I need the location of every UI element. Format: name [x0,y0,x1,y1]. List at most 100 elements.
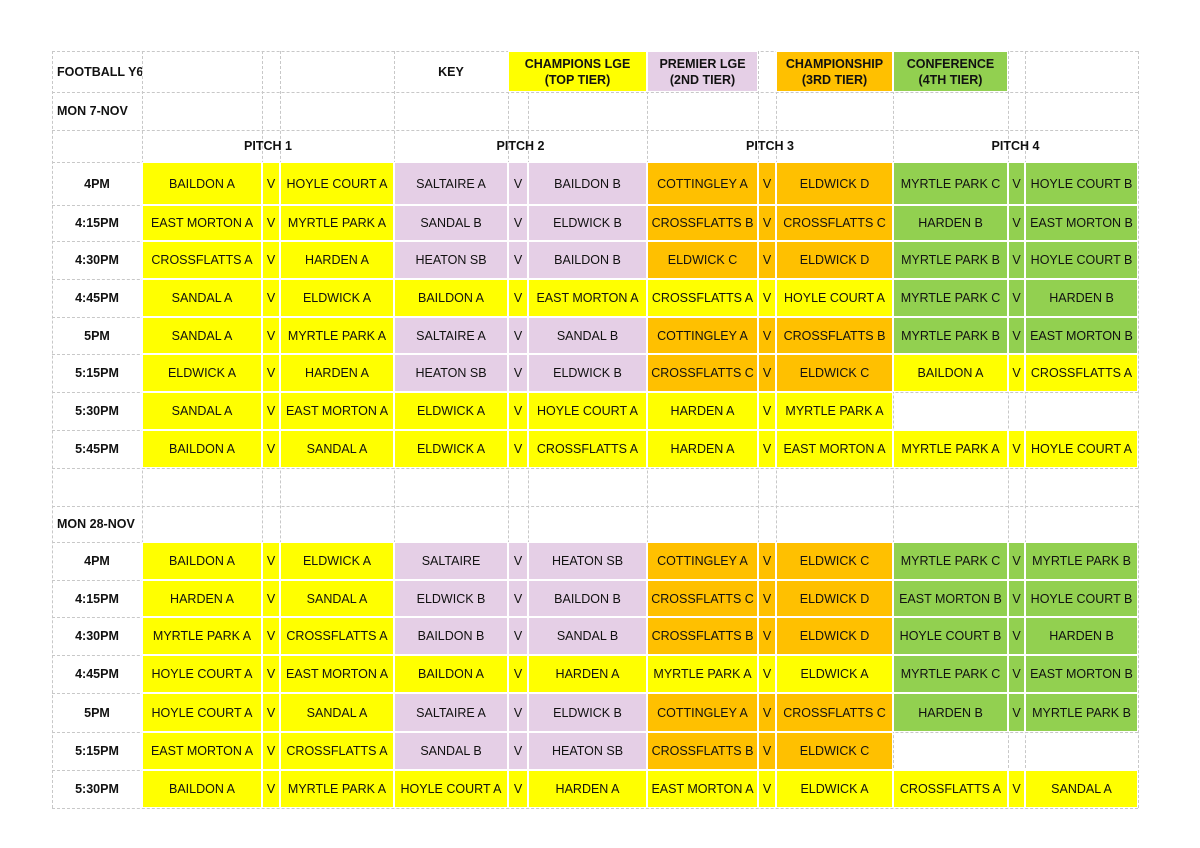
time-slot: 4:15PM [75,591,119,606]
versus-label: V [262,392,280,430]
versus-label: V [262,542,280,580]
versus-label: V [508,732,528,770]
home-team: ELDWICK A [394,430,508,468]
home-team: HARDEN A [647,430,758,468]
home-team: SALTAIRE A [394,317,508,354]
away-team: EAST MORTON A [280,655,394,693]
versus-label: V [508,655,528,693]
key-tier-name: CONFERENCE [906,56,995,71]
home-team: MYRTLE PARK C [893,655,1008,693]
grid-line [1025,51,1026,808]
versus-label: V [508,354,528,392]
away-team: ELDWICK D [776,617,893,655]
versus-label: V [262,205,280,241]
away-team: SANDAL B [528,317,647,354]
home-team: HARDEN A [647,392,758,430]
key-tier-1: CHAMPIONS LGE (TOP TIER) [508,51,647,92]
versus-label: V [508,241,528,279]
home-team: MYRTLE PARK A [647,655,758,693]
versus-label: V [758,354,776,392]
versus-label: V [1008,655,1025,693]
key-tier-level: (2ND TIER) [669,72,736,87]
home-team: COTTINGLEY A [647,317,758,354]
away-team: HEATON SB [528,542,647,580]
away-team: HOYLE COURT A [528,392,647,430]
versus-label: V [262,241,280,279]
away-team: EAST MORTON B [1025,317,1138,354]
away-team: BAILDON B [528,241,647,279]
time-slot: 4:30PM [75,253,119,267]
away-team: CROSSFLATTS A [280,617,394,655]
home-team: ELDWICK A [394,392,508,430]
versus-label: V [262,317,280,354]
away-team: CROSSFLATTS A [528,430,647,468]
home-team: HEATON SB [394,241,508,279]
away-team: ELDWICK A [280,542,394,580]
versus-label: V [508,580,528,617]
away-team: HARDEN A [528,770,647,808]
home-team: CROSSFLATTS C [647,354,758,392]
home-team: CROSSFLATTS B [647,617,758,655]
pitch-header: PITCH 1 [244,139,292,153]
key-tier-level: (4TH TIER) [918,72,983,87]
versus-label: V [758,241,776,279]
versus-label: V [508,770,528,808]
home-team: HOYLE COURT A [394,770,508,808]
home-team: COTTINGLEY A [647,162,758,205]
grid-line [52,130,1138,131]
time-slot: 4:15PM [75,216,119,230]
home-team: BAILDON A [142,162,262,205]
away-team: CROSSFLATTS A [1025,354,1138,392]
away-team: HEATON SB [528,732,647,770]
away-team: MYRTLE PARK A [280,770,394,808]
away-team: ELDWICK B [528,205,647,241]
versus-label: V [1008,279,1025,317]
versus-label: V [508,317,528,354]
home-team: MYRTLE PARK B [893,317,1008,354]
home-team: HARDEN A [142,580,262,617]
home-team: SALTAIRE [394,542,508,580]
away-team: EAST MORTON A [776,430,893,468]
home-team: HARDEN B [893,205,1008,241]
away-team: HARDEN A [280,241,394,279]
home-team: CROSSFLATTS B [647,732,758,770]
home-team: HOYLE COURT A [142,655,262,693]
key-tier-name: CHAMPIONS LGE [524,56,631,71]
time-slot: 5:30PM [75,404,119,418]
date-label: MON 7-NOV [57,104,128,118]
home-team: CROSSFLATTS A [893,770,1008,808]
home-team: SANDAL A [142,392,262,430]
away-team: ELDWICK D [776,241,893,279]
away-team: ELDWICK A [776,655,893,693]
time-slot: 5:45PM [75,442,119,456]
away-team: CROSSFLATTS C [776,205,893,241]
away-team: MYRTLE PARK A [776,392,893,430]
away-team: HOYLE COURT A [280,162,394,205]
key-tier-2: PREMIER LGE (2ND TIER) [647,51,758,92]
away-team: BAILDON B [528,580,647,617]
home-team: EAST MORTON A [142,732,262,770]
home-team: BAILDON A [142,542,262,580]
versus-label: V [262,655,280,693]
versus-label: V [1008,580,1025,617]
away-team: HOYLE COURT B [1025,241,1138,279]
away-team: BAILDON B [528,162,647,205]
key-tier-4: CONFERENCE (4TH TIER) [893,51,1008,92]
away-team: MYRTLE PARK B [1025,693,1138,732]
grid-line [52,468,1138,469]
away-team: HARDEN B [1025,279,1138,317]
versus-label: V [758,732,776,770]
versus-label: V [1008,770,1025,808]
sheet-title: FOOTBALL Y6 [57,64,142,79]
pitch-header: PITCH 4 [991,139,1040,153]
home-team: COTTINGLEY A [647,693,758,732]
away-team: EAST MORTON A [528,279,647,317]
away-team: ELDWICK C [776,732,893,770]
home-team: MYRTLE PARK B [893,241,1008,279]
grid-line [1138,51,1139,808]
home-team: ELDWICK C [647,241,758,279]
away-team: SANDAL B [528,617,647,655]
key-tier-level: (3RD TIER) [801,72,868,87]
away-team: ELDWICK D [776,580,893,617]
versus-label: V [758,430,776,468]
